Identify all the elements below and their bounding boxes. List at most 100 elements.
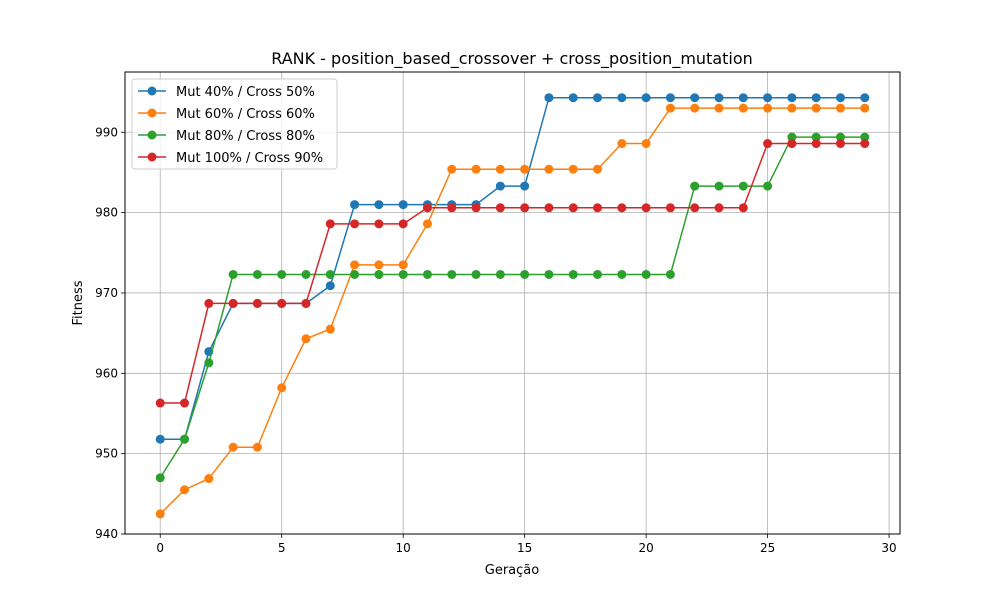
data-point <box>641 139 651 149</box>
data-point <box>180 398 190 408</box>
y-tick-label: 970 <box>95 286 118 300</box>
data-point <box>495 164 505 174</box>
data-point <box>641 93 651 103</box>
data-point <box>252 269 262 279</box>
data-point <box>228 269 238 279</box>
y-tick-label: 980 <box>95 206 118 220</box>
legend: Mut 40% / Cross 50% Mut 60% / Cross 60% Mu… <box>131 78 338 170</box>
data-point <box>277 298 287 308</box>
data-point <box>495 269 505 279</box>
data-point <box>738 93 748 103</box>
data-point <box>811 139 821 149</box>
data-point <box>860 139 870 149</box>
y-tick-label: 990 <box>95 125 118 139</box>
legend-marker <box>147 130 157 140</box>
legend-marker <box>147 152 157 162</box>
data-point <box>374 269 384 279</box>
data-point <box>544 269 554 279</box>
data-point <box>374 200 384 210</box>
legend-label: Mut 80% / Cross 80% <box>176 129 315 144</box>
data-point <box>787 103 797 113</box>
data-point <box>763 93 773 103</box>
data-point <box>835 93 845 103</box>
data-point <box>714 203 724 213</box>
data-point <box>325 219 335 229</box>
data-point <box>155 398 165 408</box>
data-point <box>835 139 845 149</box>
legend-marker <box>147 86 157 96</box>
data-point <box>665 203 675 213</box>
series-layer <box>155 93 870 519</box>
data-point <box>714 181 724 191</box>
y-tick-label: 950 <box>95 447 118 461</box>
data-point <box>690 93 700 103</box>
series-4 <box>155 139 870 408</box>
data-point <box>665 93 675 103</box>
data-point <box>155 473 165 483</box>
data-point <box>714 103 724 113</box>
data-point <box>568 269 578 279</box>
legend-box <box>131 78 338 170</box>
data-point <box>228 442 238 452</box>
data-point <box>860 132 870 142</box>
legend-label: Mut 100% / Cross 90% <box>176 151 323 166</box>
data-point <box>398 260 408 270</box>
data-point <box>520 164 530 174</box>
data-point <box>811 103 821 113</box>
data-point <box>617 139 627 149</box>
legend-label: Mut 60% / Cross 60% <box>176 107 315 122</box>
data-point <box>544 93 554 103</box>
data-point <box>155 509 165 519</box>
data-point <box>447 164 457 174</box>
data-point <box>617 269 627 279</box>
data-point <box>641 269 651 279</box>
data-point <box>568 164 578 174</box>
y-tick-label: 960 <box>95 366 118 380</box>
data-point <box>155 434 165 444</box>
x-tick-label: 10 <box>396 541 411 555</box>
data-point <box>325 324 335 334</box>
data-point <box>520 269 530 279</box>
data-point <box>325 281 335 291</box>
data-point <box>277 383 287 393</box>
data-point <box>422 203 432 213</box>
y-axis-label: Fitness <box>71 280 86 325</box>
data-point <box>228 298 238 308</box>
data-point <box>447 269 457 279</box>
data-point <box>738 203 748 213</box>
data-point <box>301 269 311 279</box>
data-point <box>568 203 578 213</box>
data-point <box>350 269 360 279</box>
x-tick-label: 0 <box>156 541 164 555</box>
data-point <box>398 219 408 229</box>
data-point <box>301 334 311 344</box>
data-point <box>520 181 530 191</box>
chart-title: RANK - position_based_crossover + cross_… <box>271 49 753 69</box>
axis-ticks: 0 5 10 15 20 25 30 940 950 960 970 980 990 <box>95 125 897 555</box>
data-point <box>738 181 748 191</box>
data-point <box>180 485 190 495</box>
data-point <box>593 203 603 213</box>
data-point <box>690 181 700 191</box>
data-point <box>763 139 773 149</box>
data-point <box>350 200 360 210</box>
data-point <box>495 203 505 213</box>
data-point <box>593 164 603 174</box>
data-point <box>617 93 627 103</box>
x-tick-label: 30 <box>881 541 896 555</box>
data-point <box>860 103 870 113</box>
x-tick-label: 15 <box>517 541 532 555</box>
data-point <box>422 269 432 279</box>
data-point <box>811 93 821 103</box>
data-point <box>593 269 603 279</box>
data-point <box>471 269 481 279</box>
data-point <box>811 132 821 142</box>
data-point <box>544 164 554 174</box>
data-point <box>690 203 700 213</box>
x-tick-label: 20 <box>638 541 653 555</box>
data-point <box>738 103 748 113</box>
data-point <box>471 164 481 174</box>
data-point <box>204 474 214 484</box>
x-tick-label: 5 <box>278 541 286 555</box>
